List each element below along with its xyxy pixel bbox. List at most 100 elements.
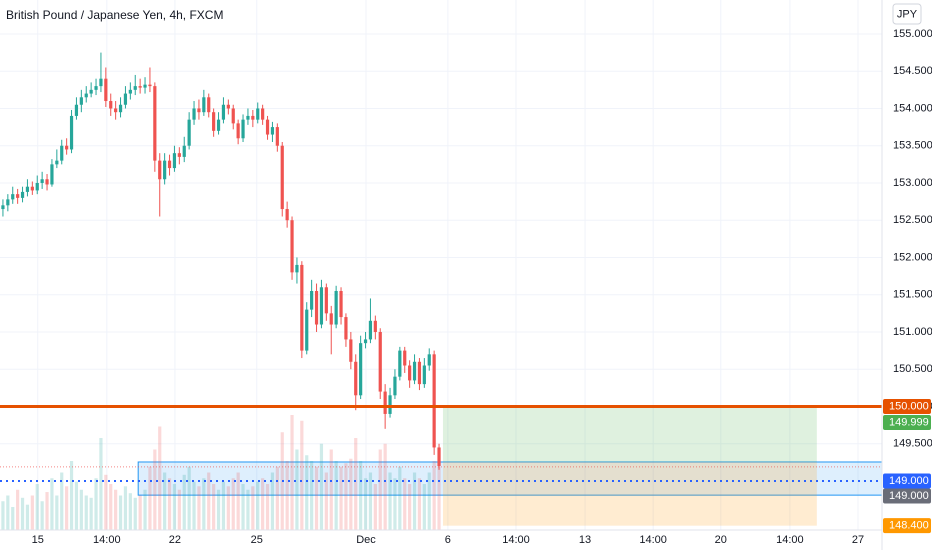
candle-body [202,97,206,113]
volume-bar [368,472,373,530]
candle-body [388,395,392,414]
candle-body [319,287,324,325]
candle-body [192,108,196,120]
candle-body [295,264,299,273]
candle-body [60,145,64,161]
x-tick-label: 6 [445,534,451,546]
plot [0,52,883,530]
volume-bar [378,449,382,530]
volume-bar [197,486,201,530]
candle-body [118,104,123,113]
candle-body [163,160,167,180]
candle-body [236,123,240,139]
volume-bar [118,495,123,530]
candle-body [25,186,30,192]
candle-body [422,365,426,385]
volume-bar [69,461,74,530]
volume-bar [324,472,328,530]
candle-body [354,361,358,396]
volume-bar [231,478,235,530]
volume-bar [339,466,343,530]
candle-body [398,350,402,377]
volume-bar [295,449,299,530]
x-tick-label: 14:00 [93,534,121,546]
volume-bar [94,478,98,530]
y-tick-label: 153.000 [893,177,932,189]
volume-bar [393,478,397,530]
candle-body [148,84,152,87]
volume-bar [25,504,30,530]
currency-button[interactable] [892,3,922,25]
volume-bar [143,489,147,530]
volume-bar [1,501,5,530]
volume-bar [40,501,44,530]
candle-body [246,115,250,120]
candle-body [310,291,314,310]
price-line-label-bg [883,473,931,489]
candle-body [40,179,44,183]
candle-body [11,194,15,200]
candle-body [261,108,265,120]
candle-body [412,361,417,381]
volume-bar [270,472,275,530]
candle-body [94,86,98,90]
candle-body [79,97,83,105]
volume-bar [104,474,108,530]
level-label: 150.000 [889,400,929,412]
volume-bar [256,481,260,530]
volume-bar [359,461,363,530]
candle-body [133,86,137,90]
volume-bar [265,484,270,530]
volume-bar [182,474,186,530]
candle-body [45,179,49,185]
candle-body [339,291,343,318]
volume-bar [177,489,181,530]
candle-body [324,287,328,314]
y-tick-label: 154.000 [893,102,932,114]
volume-bar [363,478,368,530]
volume-bar [202,478,206,530]
volume-bar [216,489,221,530]
y-tick-label: 153.500 [893,140,932,152]
x-tick-label: 27 [852,534,864,546]
volume-bar [123,486,128,530]
volume-bar [192,481,196,530]
candle-body [104,78,108,102]
volume-bar [207,472,211,530]
candle-body [221,104,226,120]
volume-bar [285,461,289,530]
candle-body [212,112,216,131]
candle-body [432,354,436,448]
candle-body [417,361,422,385]
candle-body [231,108,235,124]
volume-bar [167,478,172,530]
volume-bar [153,449,157,530]
candle-body [35,182,39,191]
candle-body [216,119,221,131]
volume-bar [133,497,137,530]
target-label-bg [883,414,931,430]
target-label: 149.999 [889,416,929,428]
volume-bar [212,484,216,530]
price-tag-label: 149.000 [889,490,929,502]
candle-body [177,153,181,157]
candle-body [197,108,201,113]
y-tick-label: 155.000 [893,28,932,40]
candle-body [314,291,319,325]
volume-bar [354,438,358,530]
candle-body [143,84,147,88]
volume-bar [89,497,93,530]
x-tick-label: 25 [251,534,263,546]
volume-bar [373,484,377,530]
candle-body [393,376,397,396]
x-tick-label: 14:00 [776,534,804,546]
volume-bar [74,481,79,530]
candle-body [153,86,157,161]
volume-bar [109,484,113,530]
volume-bar [84,495,88,530]
currency[interactable]: JPY [897,8,918,20]
volume-bar [398,466,402,530]
candle-body [99,78,103,87]
volume-bar [383,443,387,530]
candle-body [55,160,59,165]
